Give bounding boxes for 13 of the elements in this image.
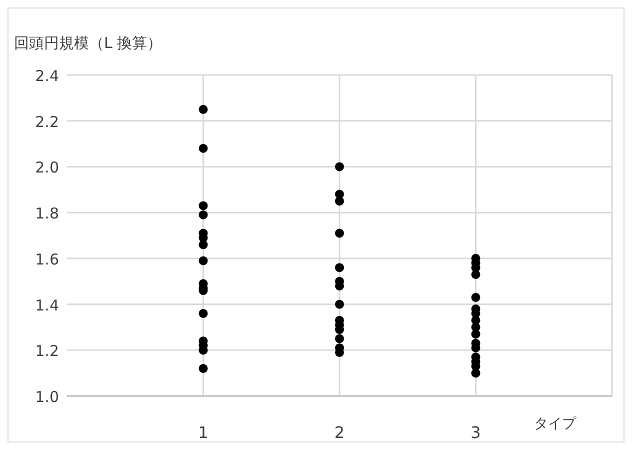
y-tick-label: 1.8 (35, 204, 59, 223)
y-tick-label: 2.4 (35, 67, 59, 85)
y-tick-label: 1.2 (35, 342, 59, 360)
y-tick-label: 2.0 (35, 158, 59, 177)
y-tick-label: 2.2 (35, 112, 59, 131)
x-tick-label: 3 (470, 423, 481, 442)
y-tick-label: 1.0 (35, 388, 59, 406)
y-tick-label: 1.6 (35, 250, 59, 268)
x-tick-label: 2 (334, 423, 345, 442)
y-tick-label: 1.4 (35, 296, 59, 314)
x-axis-title: タイプ (534, 416, 577, 432)
x-tick-label: 1 (198, 423, 208, 442)
text: 回頭円規模（L 換算） (14, 34, 162, 52)
